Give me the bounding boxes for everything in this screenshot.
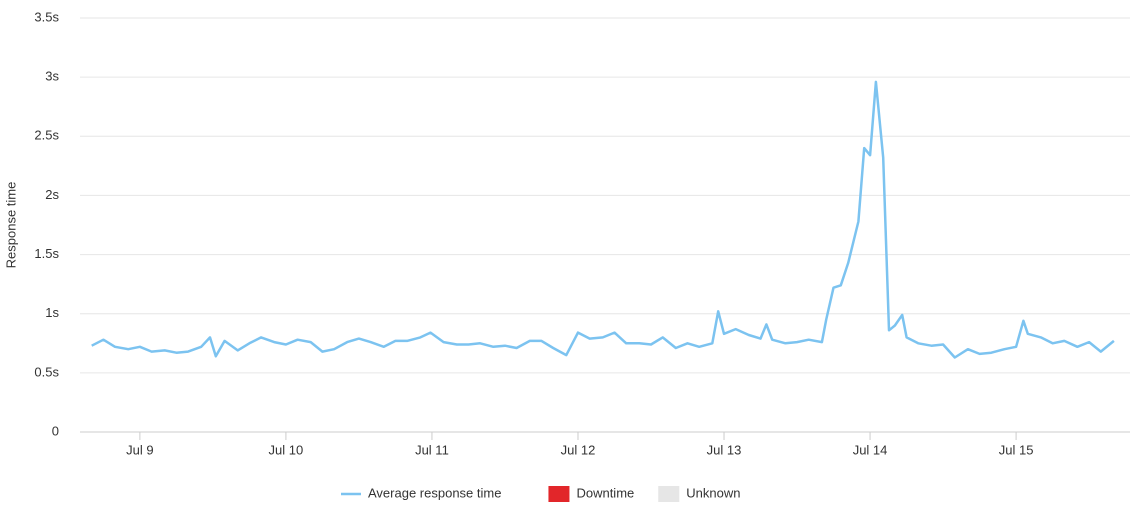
y-tick-label: 3s [45, 69, 59, 84]
x-tick-label: Jul 9 [126, 442, 153, 457]
y-axis-label: Response time [3, 182, 18, 269]
y-tick-label: 1s [45, 305, 59, 320]
x-tick-label: Jul 11 [415, 442, 449, 457]
x-tick-label: Jul 14 [853, 442, 888, 457]
data-line [91, 80, 1115, 359]
legend-swatch [658, 486, 680, 502]
legend-label: Unknown [686, 485, 740, 500]
legend-swatch [548, 486, 570, 502]
legend-label: Downtime [576, 485, 634, 500]
y-tick-label: 0.5s [34, 364, 59, 379]
y-tick-label: 1.5s [34, 246, 59, 261]
legend-label: Average response time [368, 485, 501, 500]
x-tick-label: Jul 12 [561, 442, 596, 457]
x-tick-label: Jul 10 [269, 442, 304, 457]
y-tick-label: 2.5s [34, 128, 59, 143]
y-tick-label: 2s [45, 187, 59, 202]
y-tick-label: 0 [52, 423, 59, 438]
x-tick-label: Jul 13 [707, 442, 742, 457]
y-tick-label: 3.5s [34, 9, 59, 24]
x-tick-label: Jul 15 [999, 442, 1034, 457]
